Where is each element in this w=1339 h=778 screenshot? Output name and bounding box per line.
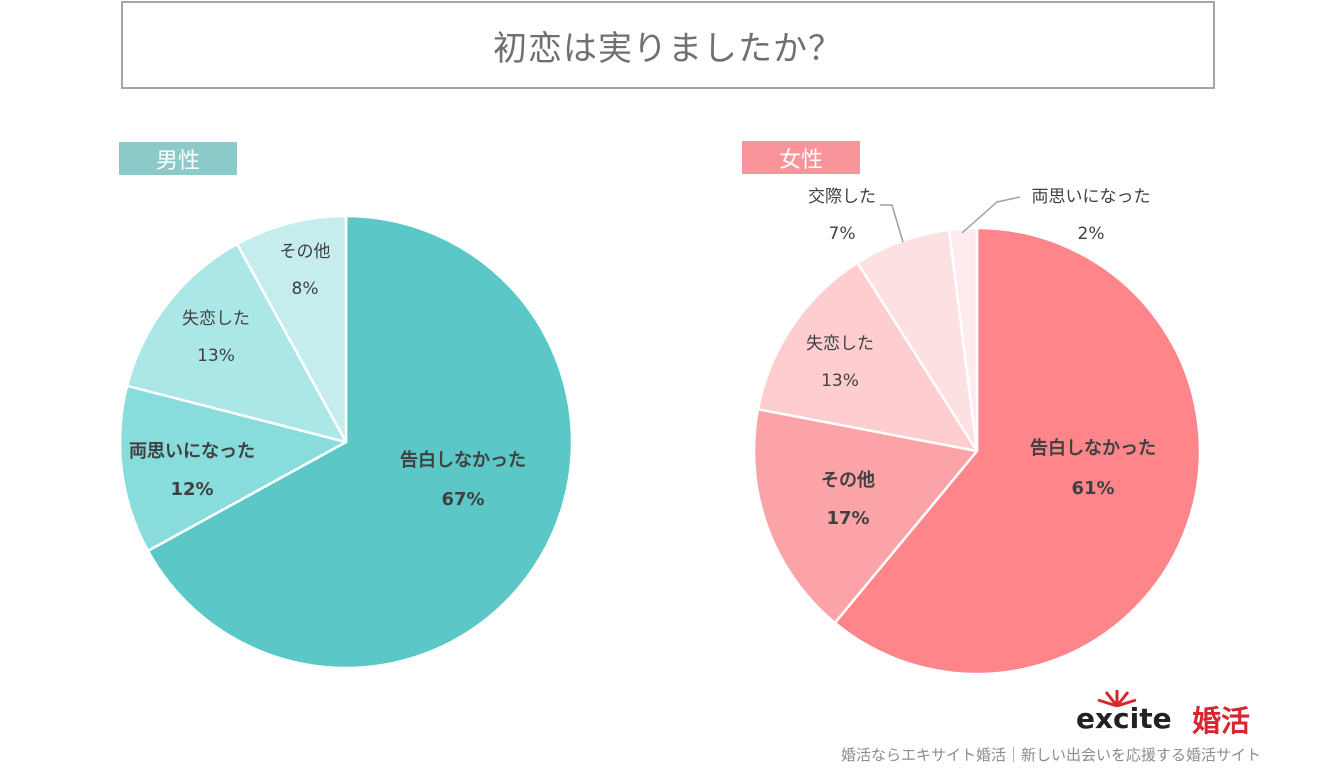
male-slice-3 [125, 242, 348, 444]
female-slice-5 [947, 226, 979, 453]
sparkle-icon [1097, 690, 1137, 708]
male-slice-2 [118, 384, 348, 553]
male-value-kokuhaku: 67% [441, 489, 484, 510]
male-slice-4 [235, 214, 348, 444]
logo-sub: 婚活 [1192, 704, 1251, 738]
excite-logo: excite 婚活 [1072, 686, 1262, 738]
female-label-kousai: 交際した [808, 187, 876, 207]
female-slice-2 [752, 407, 979, 625]
female-value-kokuhaku: 61% [1071, 478, 1114, 499]
male-slice-1 [146, 214, 574, 670]
female-group-label: 女性 [742, 141, 860, 174]
male-pie [118, 214, 574, 670]
male-value-sonota: 8% [292, 279, 319, 299]
logo-word: excite [1076, 702, 1172, 735]
leader-line-ryoomoi [961, 196, 1021, 234]
male-label-sonota: その他 [280, 242, 331, 262]
footer-tagline: 婚活ならエキサイト婚活｜新しい出会いを応援する婚活サイト [840, 746, 1261, 764]
female-label-sonota: その他 [821, 469, 875, 491]
female-value-kousai: 7% [829, 224, 856, 244]
chart-title: 初恋は実りましたか？ [121, 1, 1215, 89]
leader-line-koisai [880, 204, 904, 243]
male-label-shitsuren: 失恋した [182, 308, 250, 329]
male-value-shitsuren: 13% [197, 346, 235, 366]
male-label-kokuhaku: 告白しなかった [400, 449, 526, 471]
female-value-ryoomoi: 2% [1078, 224, 1105, 244]
male-group-label: 男性 [119, 142, 237, 175]
female-value-sonota: 17% [826, 508, 869, 529]
female-slice-3 [756, 261, 979, 453]
female-label-shitsuren: 失恋した [806, 333, 874, 354]
female-label-ryoomoi: 両思いになった [1032, 187, 1151, 207]
female-value-shitsuren: 13% [821, 371, 859, 391]
female-slice-1 [833, 226, 1202, 676]
male-label-ryoomoi: 両思いになった [129, 441, 255, 462]
male-value-ryoomoi: 12% [170, 479, 213, 500]
female-pie [752, 226, 1202, 676]
female-label-kokuhaku: 告白しなかった [1030, 437, 1156, 459]
